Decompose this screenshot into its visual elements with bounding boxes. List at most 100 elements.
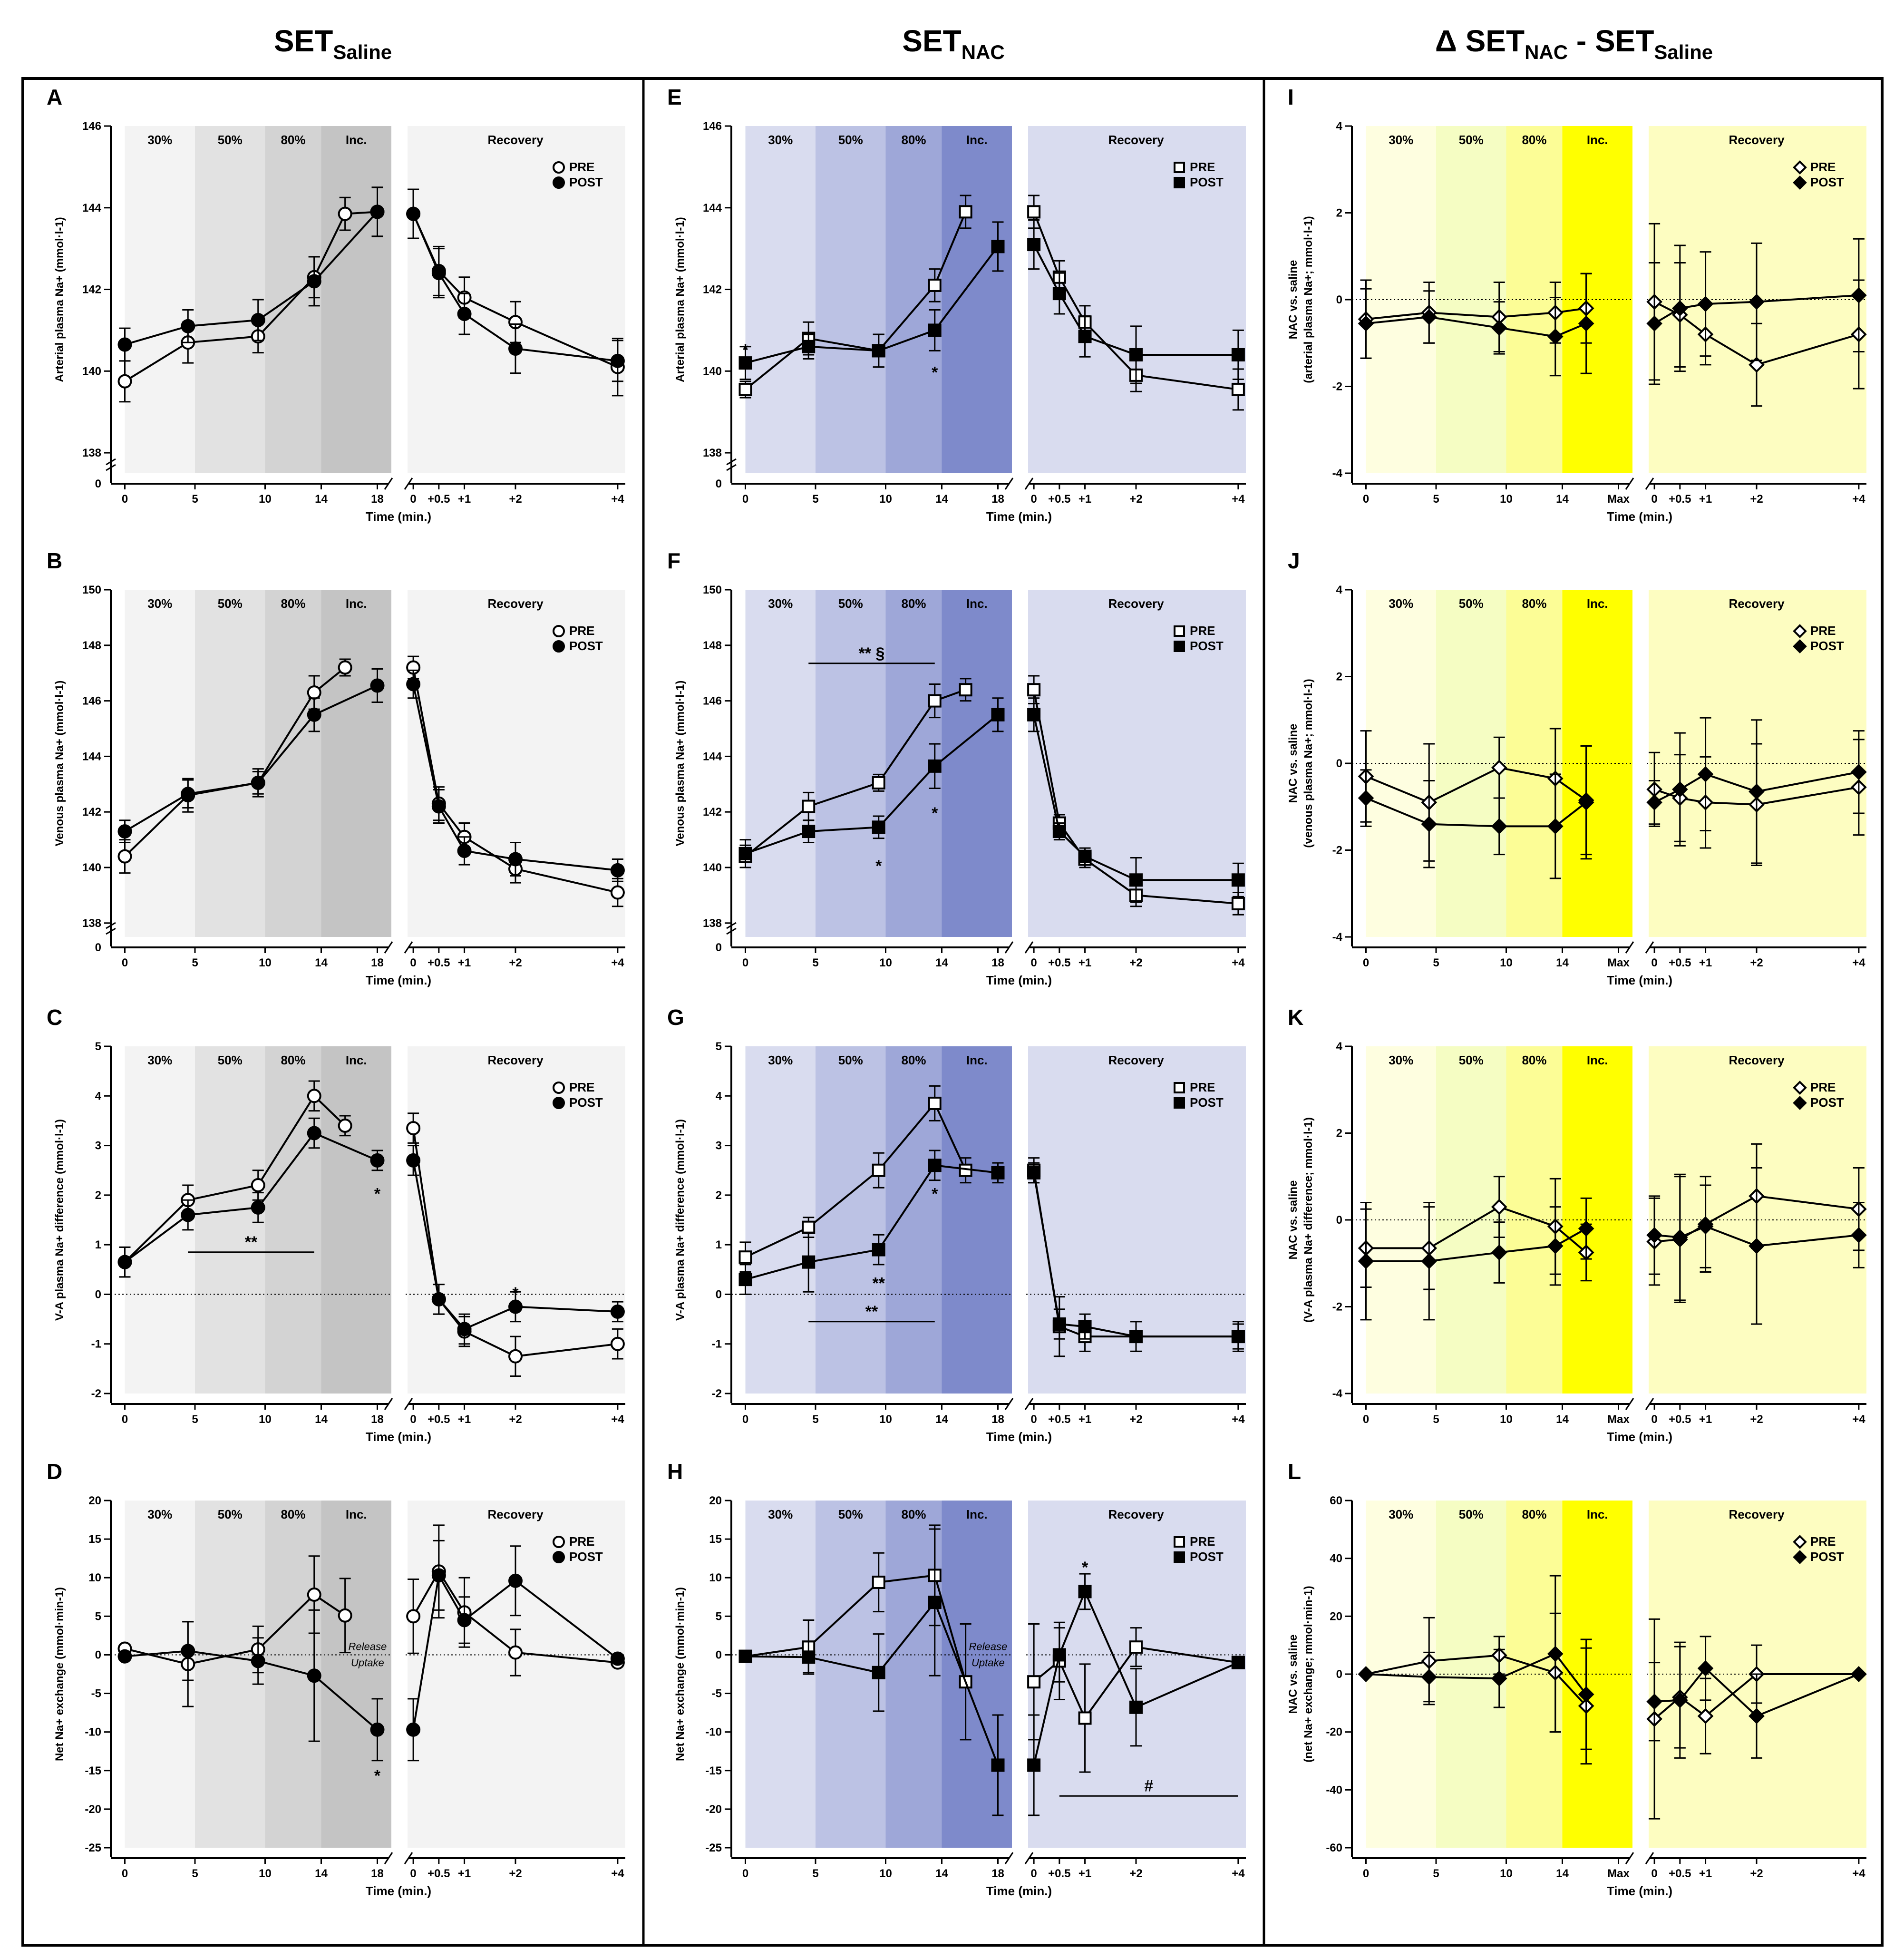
x-tick-label: 5 [1433, 1413, 1439, 1426]
x-tick-label: +2 [509, 1867, 522, 1880]
pre-series-point [406, 1121, 421, 1136]
x-axis-break [1024, 478, 1034, 490]
x-tick-label: 5 [812, 956, 818, 969]
y-tick-label: -40 [1326, 1784, 1342, 1796]
pre-series-point [872, 1575, 885, 1589]
y-tick-label: -2 [1332, 844, 1342, 857]
y-tick-label: 146 [703, 120, 722, 133]
zone-label: 50% [1459, 1053, 1484, 1067]
x-tick-label: 0 [742, 956, 748, 969]
post-series-point [1851, 287, 1867, 303]
pre-series-point [610, 1336, 625, 1351]
x-tick-label: 18 [371, 1867, 384, 1880]
pre-series-point [872, 1163, 885, 1177]
x-tick-label: 5 [1433, 1867, 1439, 1880]
x-tick-label: +2 [1129, 956, 1142, 969]
y-tick-label: 20 [88, 1494, 101, 1507]
post-series-point [508, 341, 523, 356]
post-series-point [1697, 1660, 1714, 1676]
y-tick-label: 1 [95, 1238, 101, 1251]
post-series-point [1547, 1646, 1564, 1662]
zone-label: 80% [1522, 1507, 1546, 1521]
post-series-point [991, 708, 1005, 721]
legend-marker [1174, 1536, 1185, 1548]
zone-label: 80% [281, 1053, 305, 1067]
post-series-point [1052, 1317, 1066, 1331]
x-axis-label: Time (min.) [366, 1884, 431, 1898]
post-series-point [738, 847, 752, 860]
post-series-point [1851, 764, 1867, 780]
y-tick-label: 4 [1336, 120, 1343, 133]
y-tick-label: -20 [705, 1803, 722, 1816]
post-series-point [1547, 1238, 1564, 1254]
pre-series-point [1027, 683, 1041, 697]
recovery-band [408, 1046, 625, 1394]
zone-label: 50% [218, 1507, 243, 1521]
post-series-point [1491, 1244, 1507, 1261]
y-tick-label: 0 [1336, 757, 1342, 770]
x-tick-label: +0.5 [427, 493, 450, 506]
zone-label: 80% [281, 133, 305, 147]
x-tick-label: 14 [1556, 956, 1569, 969]
post-series-point [1231, 348, 1245, 361]
legend-label: POST [569, 1095, 603, 1110]
y-axis-label: NAC vs. saline [1287, 724, 1300, 803]
post-series-point [1578, 315, 1594, 332]
zone-label: 50% [838, 1053, 863, 1067]
zone-band [942, 1501, 1012, 1848]
zone-label: 30% [1389, 1507, 1413, 1521]
legend-label: PRE [1190, 1080, 1215, 1094]
post-series-point [872, 1666, 885, 1679]
x-tick-label: 0 [410, 1867, 416, 1880]
uptake-label: Uptake [351, 1657, 384, 1668]
x-tick-label: +1 [1078, 956, 1091, 969]
zone-band [1562, 590, 1632, 937]
zone-label: 30% [147, 1053, 172, 1067]
x-tick-label: 0 [1651, 1413, 1657, 1426]
y-axis-label: Arterial plasma Na+ (mmol·l-1) [674, 217, 687, 382]
panel-E: E30% 50% 80% Inc. Recovery1381401421441460Ar… [667, 85, 1246, 524]
zone-label: 30% [768, 133, 793, 147]
pre-series-point [738, 382, 752, 396]
y-axis-label: Arterial plasma Na+ (mmol·l-1) [53, 217, 66, 382]
legend-marker [553, 1082, 565, 1094]
x-tick-label: +0.5 [1669, 1413, 1691, 1426]
post-series-point [872, 1243, 885, 1257]
x-tick-label: 14 [315, 1867, 328, 1880]
significance-marker: * [932, 804, 938, 822]
x-tick-label: 10 [879, 1413, 892, 1426]
x-tick-label: +0.5 [1669, 1867, 1691, 1880]
x-tick-label: +0.5 [427, 956, 450, 969]
zone-label: Inc. [966, 133, 988, 147]
recovery-label: Recovery [487, 1507, 544, 1521]
y-tick-label: 2 [1336, 1127, 1342, 1140]
pre-series-point [928, 694, 942, 708]
x-tick-label: +1 [458, 493, 471, 506]
x-tick-label: 0 [742, 1413, 748, 1426]
legend-marker [1174, 1082, 1185, 1093]
significance-label: # [1144, 1777, 1153, 1795]
post-series-point [251, 775, 265, 790]
legend-marker [1793, 1535, 1807, 1549]
y-axis-label: (V-A plasma Na+ difference; mmol·l-1) [1302, 1117, 1315, 1323]
x-tick-label: +1 [458, 956, 471, 969]
x-tick-label: +4 [1852, 493, 1865, 506]
zone-label: 80% [901, 1507, 926, 1521]
post-series-point [117, 824, 132, 839]
y-tick-label: 138 [703, 917, 722, 930]
legend-marker [1174, 641, 1185, 652]
panel-B: B30% 50% 80% Inc. Recovery138140142144146148… [47, 548, 625, 987]
panels: A30% 50% 80% Inc. Recovery1381401421441460Ar… [47, 85, 1867, 1898]
y-tick-label: 142 [82, 806, 101, 819]
post-series-point [1697, 296, 1714, 312]
x-axis-label: Time (min.) [1607, 1430, 1672, 1444]
post-series-point [431, 266, 446, 281]
panel-letter: F [667, 548, 680, 573]
x-tick-label: 10 [1500, 956, 1513, 969]
x-tick-label: +4 [1232, 1413, 1245, 1426]
post-series-point [307, 274, 321, 289]
legend-marker [553, 1536, 565, 1548]
x-tick-label: 0 [410, 1413, 416, 1426]
post-series-point [1129, 348, 1143, 361]
post-series-point [1027, 1758, 1041, 1772]
